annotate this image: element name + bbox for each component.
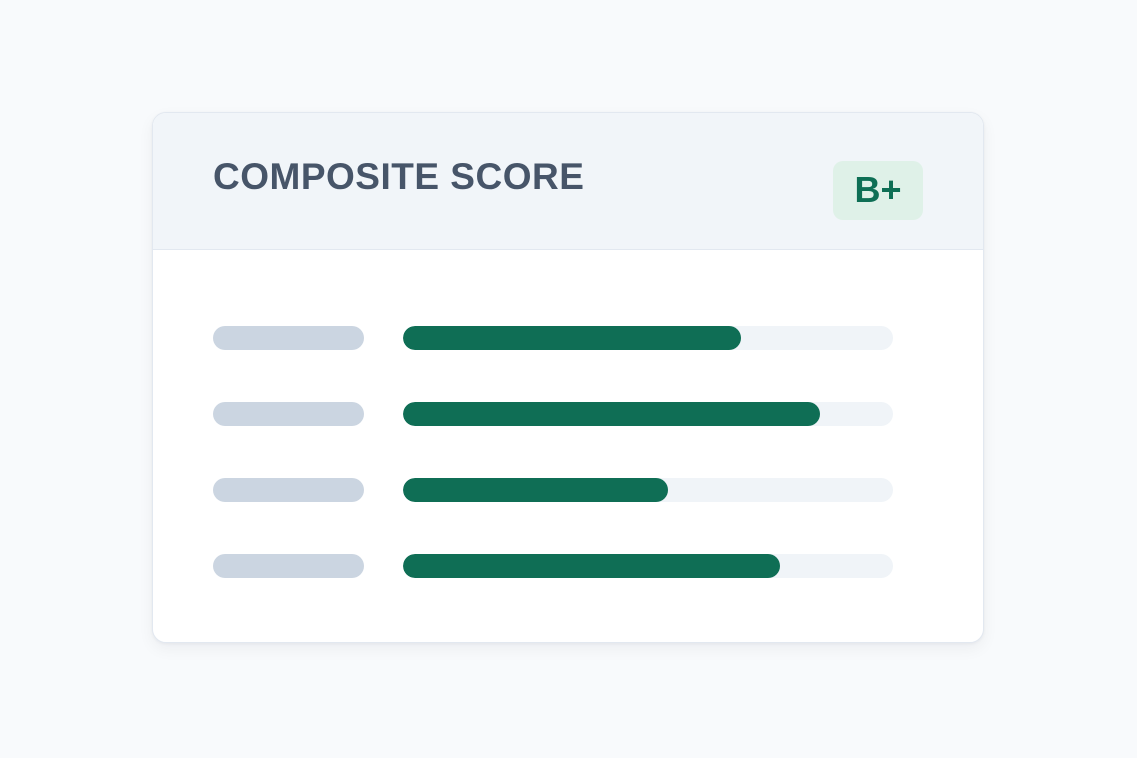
grade-badge: B+ bbox=[833, 160, 923, 220]
metric-label-placeholder bbox=[213, 326, 364, 350]
metric-row bbox=[213, 478, 893, 502]
progress-bar-track bbox=[403, 402, 893, 426]
composite-score-card: COMPOSITE SCORE B+ bbox=[152, 112, 984, 643]
metric-label-placeholder bbox=[213, 402, 364, 426]
metrics-list bbox=[213, 326, 893, 578]
progress-bar-fill bbox=[403, 402, 820, 426]
card-title: COMPOSITE SCORE bbox=[213, 156, 585, 197]
card-header: COMPOSITE SCORE B+ bbox=[153, 113, 983, 250]
progress-bar-track bbox=[403, 326, 893, 350]
progress-bar-fill bbox=[403, 554, 781, 578]
progress-bar-track bbox=[403, 478, 893, 502]
progress-bar-track bbox=[403, 554, 893, 578]
card-body bbox=[153, 250, 983, 578]
progress-bar-fill bbox=[403, 478, 668, 502]
metric-row bbox=[213, 554, 893, 578]
progress-bar-fill bbox=[403, 326, 742, 350]
metric-label-placeholder bbox=[213, 478, 364, 502]
metric-label-placeholder bbox=[213, 554, 364, 578]
metric-row bbox=[213, 402, 893, 426]
metric-row bbox=[213, 326, 893, 350]
